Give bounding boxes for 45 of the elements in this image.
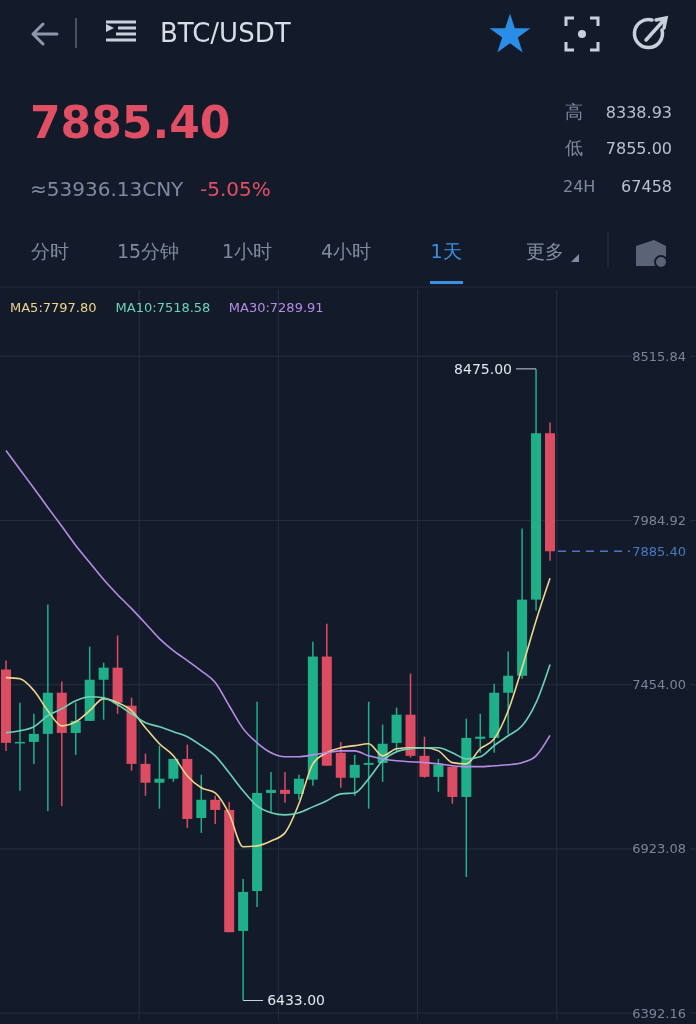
text: 1天 xyxy=(430,240,462,262)
text: ≈53936.13CNY xyxy=(30,177,185,201)
chart-title: BTC/USDT xyxy=(160,18,291,48)
y-tick-label: 6392.16 xyxy=(632,1005,686,1021)
y-tick-label: 7984.92 xyxy=(632,513,686,529)
text: 7855.00 xyxy=(605,139,672,158)
text: 1小时 xyxy=(221,240,273,262)
candlestick xyxy=(98,661,109,721)
candlestick xyxy=(475,713,486,754)
text: 低 xyxy=(565,137,583,158)
ref-line-label: 7885.40 xyxy=(632,543,686,559)
text: 高 xyxy=(565,101,583,122)
text: 4小时 xyxy=(320,240,372,262)
text: 分时 xyxy=(31,240,69,262)
line-series xyxy=(5,577,551,848)
candlestick xyxy=(419,735,430,779)
candlestick xyxy=(433,758,444,793)
candlestick xyxy=(363,700,374,810)
line-series xyxy=(5,663,551,816)
text: 24H xyxy=(563,177,596,196)
y-tick-label: 6923.08 xyxy=(632,841,686,857)
text: 7885.40 xyxy=(30,97,231,148)
candlestick xyxy=(293,773,304,801)
candlestick xyxy=(140,752,151,797)
text: MA30:7289.91 xyxy=(228,300,324,315)
text: MA10:7518.58 xyxy=(115,300,211,315)
candlestick xyxy=(503,650,514,735)
candlestick xyxy=(266,771,277,814)
candlestick xyxy=(279,771,290,804)
candlestick xyxy=(70,701,81,756)
annotation: 8475.00 xyxy=(454,360,512,377)
candlestick xyxy=(28,713,39,765)
candlestick xyxy=(196,773,207,834)
text: 67458 xyxy=(621,177,672,196)
text: 更多 xyxy=(526,240,564,262)
candlestick xyxy=(349,754,360,797)
text: 8338.93 xyxy=(605,103,672,122)
candlestick xyxy=(210,794,221,825)
text: 15分钟 xyxy=(116,240,180,262)
y-tick-label: 7454.00 xyxy=(632,677,686,693)
text: MA5:7797.80 xyxy=(10,300,97,315)
y-tick-label: 8515.84 xyxy=(632,348,686,364)
annotation: 6433.00 xyxy=(267,992,326,1009)
candlestick xyxy=(154,744,165,810)
text: -5.05% xyxy=(200,177,271,201)
